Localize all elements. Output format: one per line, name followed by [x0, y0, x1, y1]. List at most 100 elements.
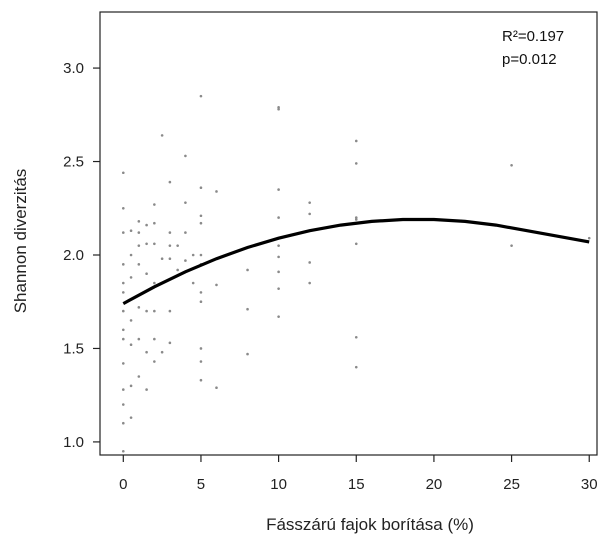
data-point: [308, 281, 311, 285]
y-axis-title: Shannon diverzitás: [11, 169, 30, 314]
y-tick-label: 3.0: [63, 60, 84, 77]
data-point: [277, 315, 280, 318]
data-point: [121, 328, 125, 332]
data-point: [137, 220, 141, 223]
data-point: [354, 162, 358, 165]
r-squared-annotation: R²=0.197: [502, 28, 564, 45]
data-point: [191, 253, 195, 257]
data-point: [137, 337, 141, 341]
data-point: [277, 188, 280, 191]
data-point: [199, 221, 203, 225]
x-tick-label: 5: [197, 476, 205, 493]
data-point: [354, 335, 358, 339]
data-point: [308, 201, 311, 204]
data-point: [277, 270, 280, 274]
data-point: [121, 206, 125, 210]
data-point: [510, 244, 513, 247]
data-point: [121, 403, 125, 406]
data-point: [199, 186, 203, 190]
data-point: [354, 218, 358, 221]
data-point: [191, 281, 195, 285]
data-point: [129, 319, 133, 322]
data-point: [129, 416, 133, 419]
data-point: [354, 365, 358, 369]
data-point: [137, 231, 141, 234]
data-point: [277, 244, 280, 247]
p-value-annotation: p=0.012: [502, 51, 557, 68]
data-point: [199, 291, 203, 294]
x-tick-label: 25: [503, 476, 520, 493]
data-points: [121, 94, 591, 453]
data-point: [168, 244, 172, 247]
x-axis-title: Fásszárú fajok borítása (%): [266, 515, 474, 534]
x-tick-label: 30: [581, 476, 598, 493]
data-point: [246, 307, 249, 311]
data-point: [121, 449, 125, 453]
data-point: [168, 231, 172, 234]
data-point: [160, 350, 164, 354]
data-point: [184, 201, 187, 204]
data-point: [129, 276, 133, 279]
data-point: [137, 244, 141, 247]
data-point: [145, 388, 148, 391]
y-tick-label: 1.0: [63, 434, 84, 451]
data-point: [121, 362, 125, 365]
data-point: [168, 309, 172, 313]
data-point: [215, 386, 218, 390]
data-point: [121, 421, 125, 425]
data-point: [153, 337, 156, 341]
data-point: [145, 350, 148, 354]
data-point: [184, 231, 187, 234]
x-axis: 0 5 10 15 20 25 30: [119, 455, 598, 493]
data-point: [145, 242, 148, 246]
data-point: [354, 242, 358, 246]
data-point: [215, 283, 218, 287]
data-point: [153, 360, 156, 363]
data-point: [137, 306, 141, 309]
plot-frame: [99, 11, 598, 456]
data-point: [176, 244, 179, 247]
data-point: [199, 214, 203, 218]
data-point: [129, 384, 133, 388]
data-point: [199, 378, 203, 382]
data-point: [129, 253, 133, 257]
data-point: [121, 171, 125, 175]
data-point: [510, 163, 513, 167]
y-tick-label: 2.0: [63, 247, 84, 264]
data-point: [184, 259, 187, 262]
data-point: [121, 263, 125, 266]
data-point: [277, 106, 280, 109]
data-point: [277, 216, 280, 219]
data-point: [168, 341, 172, 345]
data-point: [160, 134, 164, 137]
y-tick-label: 1.5: [63, 340, 84, 357]
data-point: [153, 242, 156, 246]
data-point: [145, 309, 148, 313]
data-point: [121, 291, 125, 294]
data-point: [277, 287, 280, 290]
data-point: [121, 309, 125, 313]
data-point: [176, 268, 179, 272]
data-point: [199, 253, 203, 257]
data-point: [587, 236, 591, 240]
data-point: [308, 261, 311, 264]
data-point: [137, 263, 141, 266]
data-point: [137, 375, 141, 378]
data-point: [153, 309, 156, 313]
data-point: [121, 337, 125, 341]
fit-curve: [122, 217, 590, 306]
data-point: [153, 203, 156, 206]
data-point: [129, 229, 133, 232]
data-point: [121, 388, 125, 391]
y-axis: 1.0 1.5 2.0 2.5 3.0: [63, 60, 100, 451]
x-tick-label: 10: [270, 476, 287, 493]
x-tick-label: 15: [348, 476, 365, 493]
data-point: [168, 257, 172, 261]
data-point: [199, 347, 203, 350]
data-point: [277, 107, 280, 111]
data-point: [153, 221, 156, 225]
data-point: [354, 139, 358, 143]
data-point: [308, 212, 311, 216]
data-point: [145, 223, 148, 227]
